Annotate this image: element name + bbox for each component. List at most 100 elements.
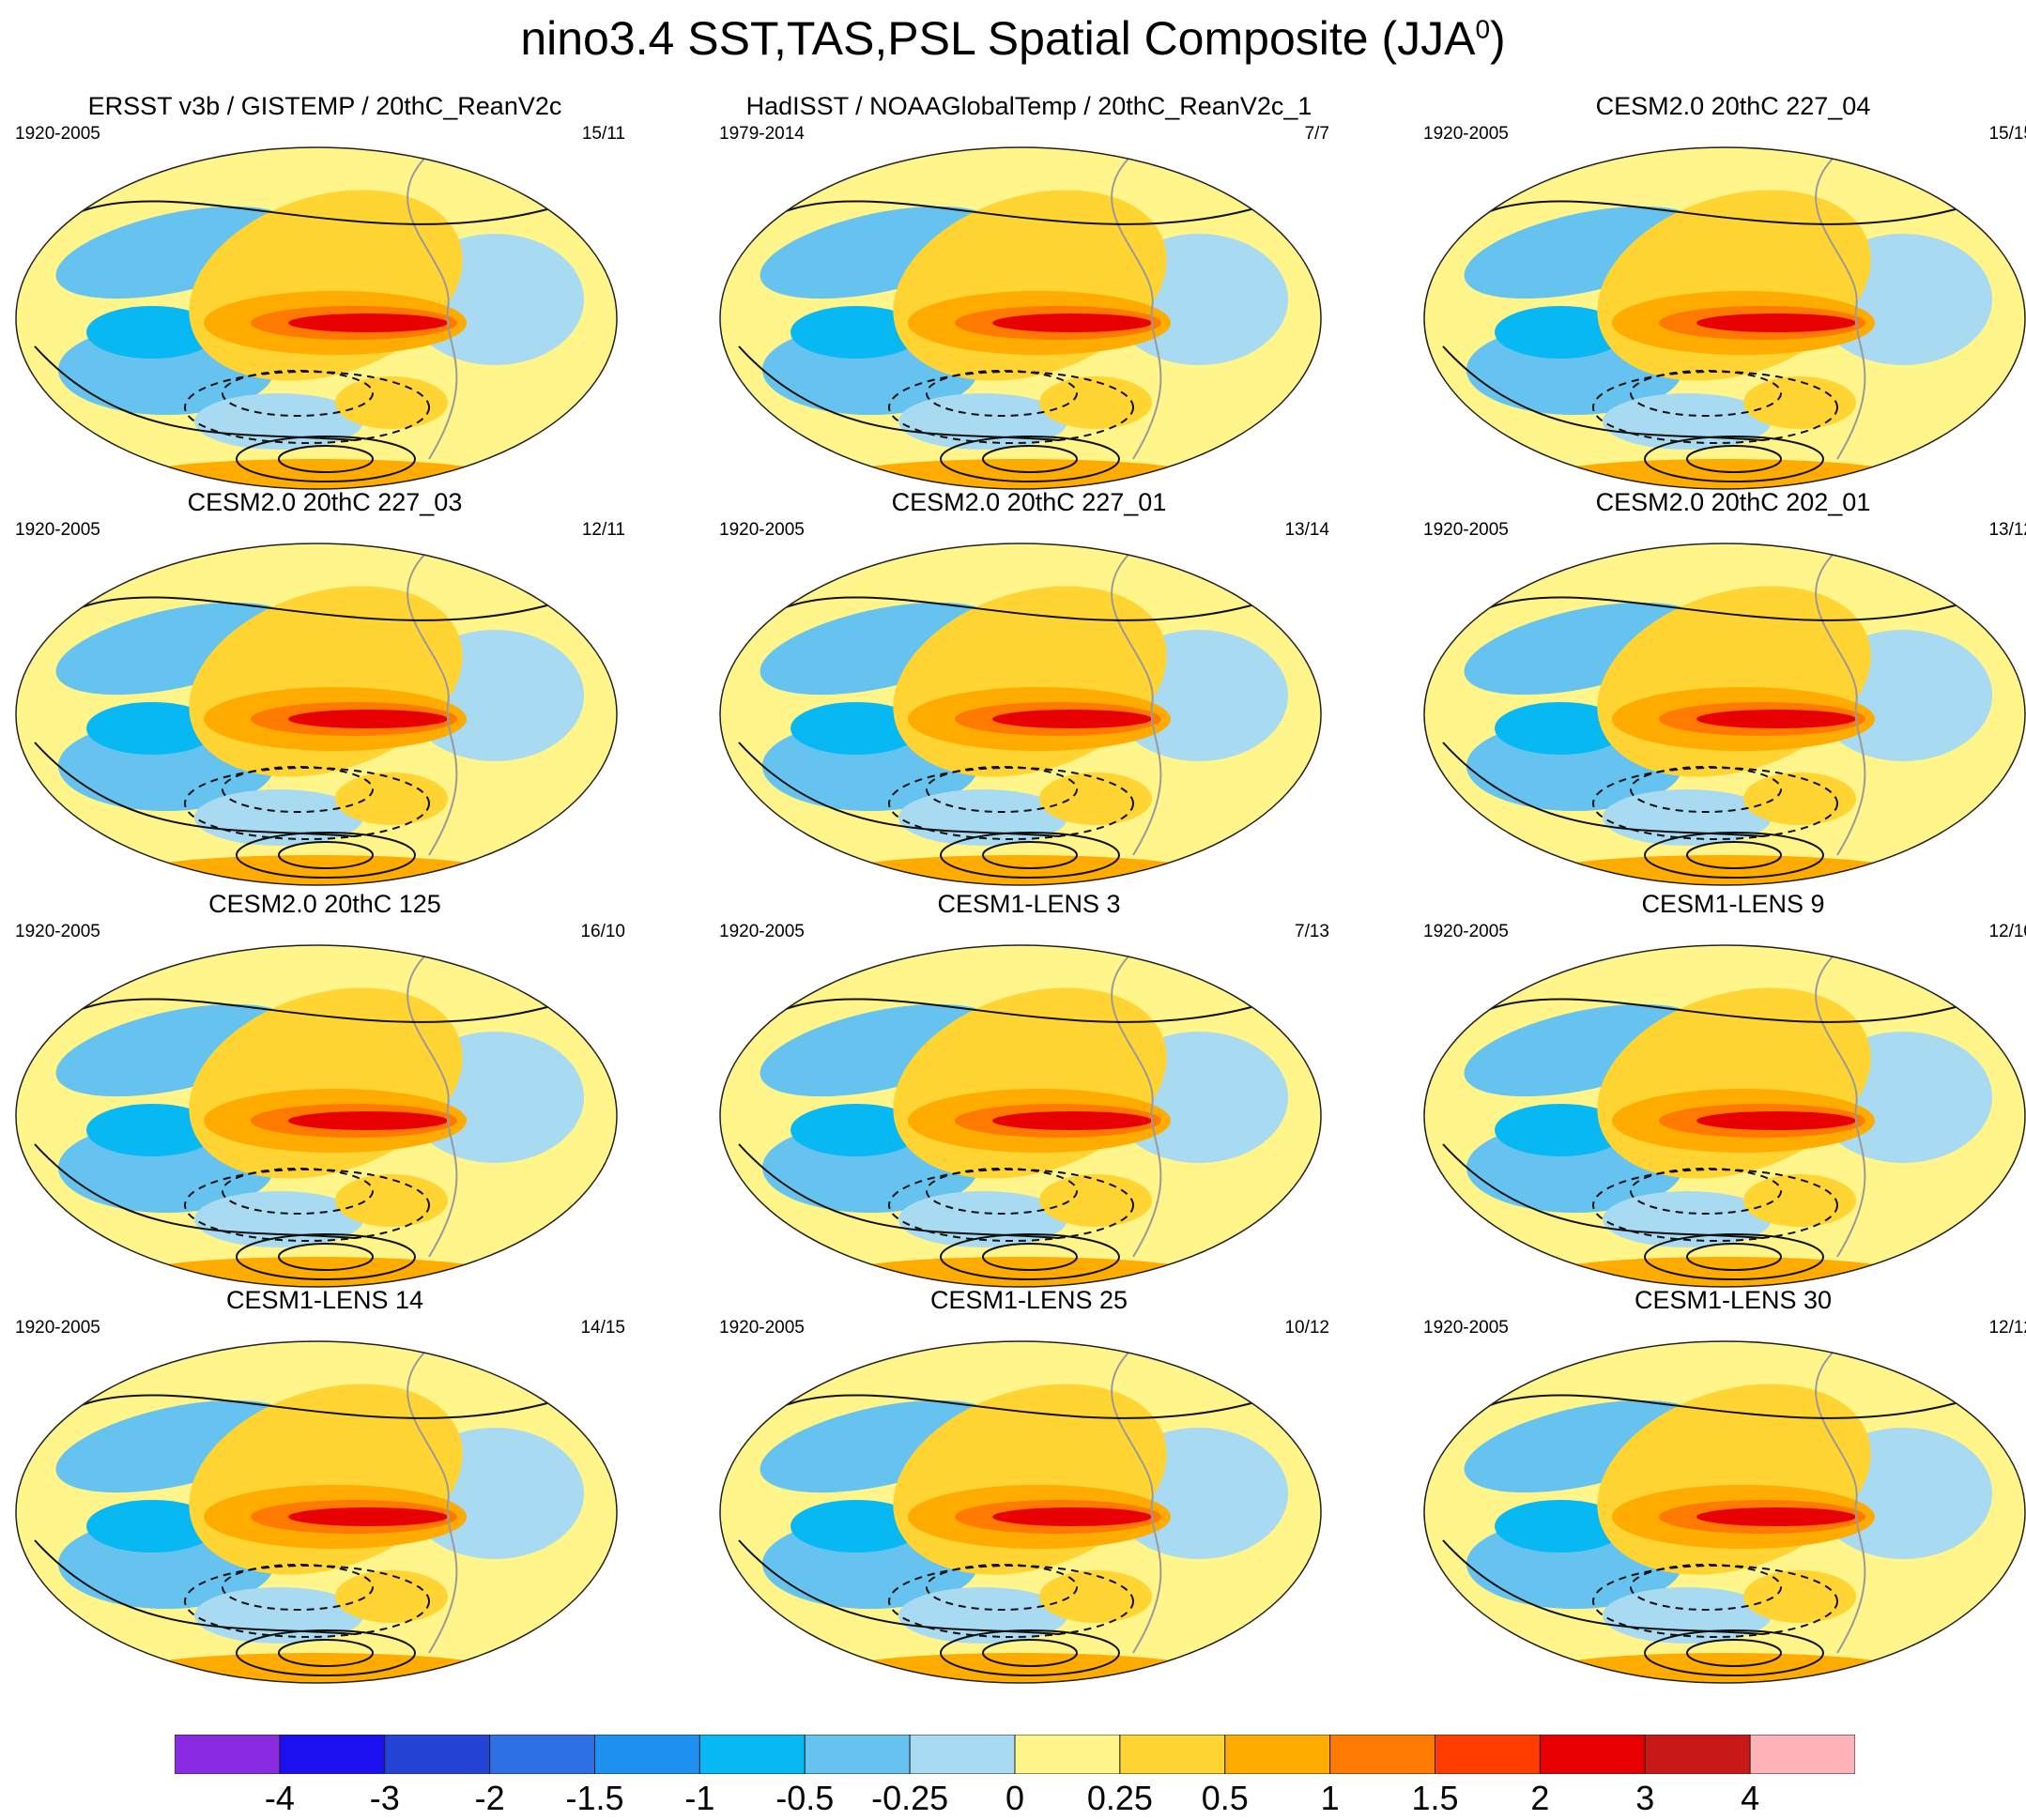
cool-anomaly-strong (1495, 306, 1626, 359)
psl-contour-positive (982, 841, 1078, 869)
warm-anomaly (335, 1174, 448, 1227)
cool-anomaly-strong (1495, 1500, 1626, 1552)
coastline (407, 158, 458, 460)
psl-contour-positive (1644, 436, 1824, 482)
colorbar-swatch (1119, 1735, 1226, 1774)
globe-outline (1423, 146, 2026, 490)
cool-anomaly (898, 789, 1067, 846)
psl-contour-negative (888, 767, 1134, 840)
warm-anomaly-core (1696, 314, 1856, 332)
psl-contour-negative (888, 1169, 1134, 1242)
colorbar-tick-label: 0.25 (1086, 1779, 1153, 1817)
globe-outline (719, 146, 1322, 490)
psl-contour-positive (775, 998, 1266, 1023)
colorbar-tick-label: 3 (1635, 1779, 1655, 1817)
colorbar-swatch (1539, 1735, 1646, 1774)
cool-anomaly-strong (1495, 1104, 1626, 1156)
psl-contour-positive (940, 832, 1120, 879)
globe-map (719, 944, 1322, 1288)
panel-title: CESM2.0 20thC 125 (208, 890, 441, 918)
psl-contour-positive (1686, 445, 1782, 473)
map-panel: ERSST v3b / GISTEMP / 20thC_ReanV2c 1920-… (6, 90, 644, 494)
warm-anomaly (335, 1570, 448, 1623)
colorbar-tick-label: 4 (1741, 1779, 1760, 1817)
warm-anomaly-core (288, 314, 448, 332)
psl-contour-positive (940, 436, 1120, 482)
psl-contour-positive (34, 742, 355, 837)
colorbar-tick-label: 0 (1005, 1779, 1025, 1817)
psl-contour-positive (236, 1233, 416, 1280)
psl-contour-positive (1686, 1243, 1782, 1271)
cool-anomaly (898, 1191, 1067, 1247)
psl-contour-positive (278, 841, 374, 869)
psl-contour-negative (184, 1565, 430, 1638)
psl-contour-positive (1480, 1394, 1970, 1419)
coastline (1111, 1352, 1162, 1654)
panel-title: ERSST v3b / GISTEMP / 20thC_ReanV2c (87, 92, 562, 120)
globe-map (1423, 1340, 2026, 1684)
psl-contour-positive (1480, 200, 1970, 225)
globe-map (719, 543, 1322, 886)
panel-years: 1920-2005 (1423, 922, 1509, 941)
colorbar-swatch (489, 1735, 595, 1774)
map-panel: CESM2.0 20thC 227_01 1920-2005 13/14 (710, 486, 1348, 890)
panel-title: CESM1-LENS 9 (1641, 890, 1825, 918)
panel-title: CESM1-LENS 3 (937, 890, 1121, 918)
warm-anomaly (1039, 1174, 1152, 1227)
psl-contour-negative (184, 767, 430, 840)
psl-contour-negative (888, 1565, 1134, 1638)
globe-outline (719, 543, 1322, 886)
psl-contour-positive (775, 200, 1266, 225)
warm-anomaly (1743, 1570, 1856, 1623)
psl-contour-negative (1630, 1564, 1782, 1611)
panel-years: 1920-2005 (1423, 1318, 1509, 1338)
colorbar-tick-label: -3 (369, 1779, 400, 1817)
psl-contour-negative (1630, 766, 1782, 813)
colorbar-swatch (698, 1735, 806, 1774)
panel-count: 7/7 (1304, 124, 1329, 144)
panel-title: HadISST / NOAAGlobalTemp / 20thC_ReanV2c… (745, 92, 1312, 120)
psl-contour-positive (278, 1639, 374, 1667)
cool-anomaly-strong (86, 306, 218, 359)
warm-anomaly-core (1696, 1507, 1856, 1526)
colorbar-swatch (1224, 1735, 1331, 1774)
psl-contour-negative (184, 371, 430, 444)
warm-anomaly-core (288, 1507, 448, 1526)
psl-contour-positive (34, 345, 355, 441)
panel-years: 1920-2005 (1423, 520, 1509, 540)
panel-count: 16/10 (580, 922, 625, 941)
cool-anomaly-strong (790, 1104, 922, 1156)
psl-contour-positive (1442, 742, 1763, 837)
panel-years: 1920-2005 (719, 922, 805, 941)
globe-map (15, 543, 618, 886)
cool-anomaly-strong (1495, 702, 1626, 755)
psl-contour-positive (775, 596, 1266, 621)
cool-anomaly (194, 1191, 363, 1247)
cool-anomaly-strong (86, 1104, 218, 1156)
cool-anomaly-strong (790, 702, 922, 755)
coastline (1111, 956, 1162, 1258)
globe-map (15, 146, 618, 490)
psl-contour-positive (1442, 1539, 1763, 1635)
globe-map (1423, 944, 2026, 1288)
psl-contour-positive (738, 1143, 1059, 1239)
psl-contour-positive (71, 596, 561, 621)
psl-contour-positive (1644, 1629, 1824, 1676)
colorbar-swatch (279, 1735, 386, 1774)
colorbar-swatch (1329, 1735, 1435, 1774)
map-panel: CESM2.0 20thC 227_03 1920-2005 12/11 (6, 486, 644, 890)
coastline (1815, 956, 1866, 1258)
title-close-paren: ) (1490, 12, 1506, 65)
psl-contour-positive (982, 445, 1078, 473)
colorbar-tick-label: -1.5 (565, 1779, 624, 1817)
title-text: nino3.4 SST,TAS,PSL Spatial Composite (J… (520, 12, 1476, 65)
panel-title: CESM1-LENS 30 (1634, 1286, 1833, 1314)
colorbar-tick-label: -1 (684, 1779, 715, 1817)
psl-contour-positive (1442, 345, 1763, 441)
psl-contour-negative (1592, 371, 1838, 444)
warm-anomaly (1743, 376, 1856, 429)
coastline (1111, 554, 1162, 856)
panel-count: 12/12 (1988, 1318, 2026, 1338)
colorbar-swatch (1435, 1735, 1541, 1774)
